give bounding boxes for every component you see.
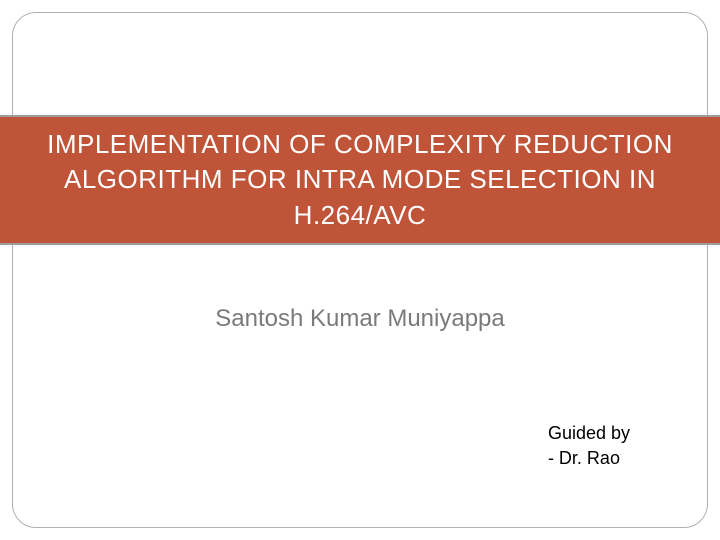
author-name: Santosh Kumar Muniyappa bbox=[0, 305, 720, 333]
title-band-bottom-accent bbox=[0, 243, 720, 245]
guided-by-label: Guided by bbox=[548, 421, 630, 445]
title-band-main: IMPLEMENTATION OF COMPLEXITY REDUCTION A… bbox=[0, 117, 720, 242]
slide-title: IMPLEMENTATION OF COMPLEXITY REDUCTION A… bbox=[40, 127, 680, 232]
guided-by-name: - Dr. Rao bbox=[548, 446, 630, 470]
title-band: IMPLEMENTATION OF COMPLEXITY REDUCTION A… bbox=[0, 115, 720, 245]
guided-by-block: Guided by - Dr. Rao bbox=[548, 421, 630, 470]
